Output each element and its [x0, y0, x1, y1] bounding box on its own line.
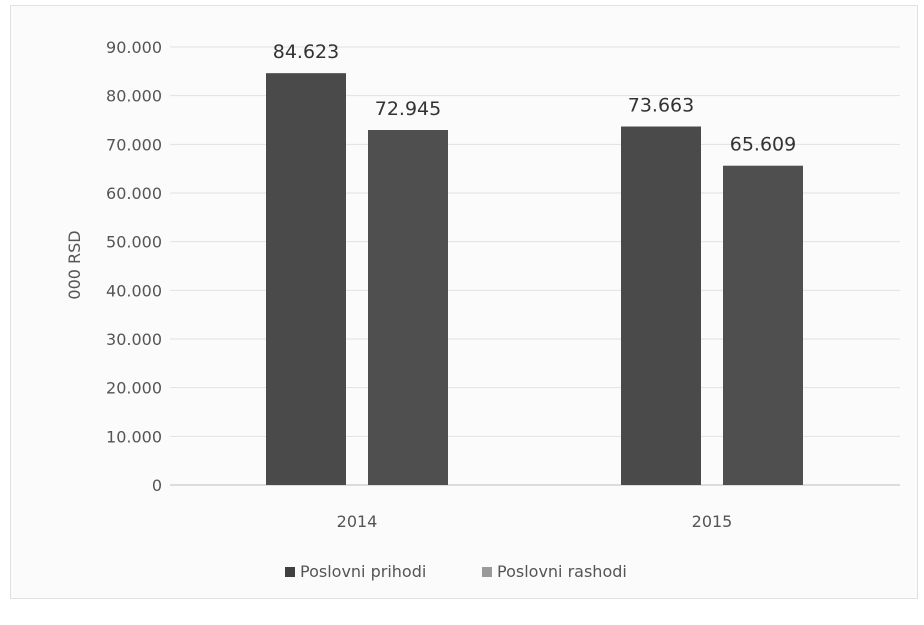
- y-tick-label: 30.000: [106, 330, 162, 349]
- y-tick-label: 80.000: [106, 87, 162, 106]
- data-label: 73.663: [628, 95, 694, 117]
- x-tick-label: 2014: [337, 512, 378, 531]
- y-tick-label: 50.000: [106, 233, 162, 252]
- data-label: 65.609: [730, 134, 796, 156]
- bar: [723, 165, 803, 485]
- y-tick-label: 0: [152, 476, 162, 495]
- y-tick-label: 40.000: [106, 281, 162, 300]
- y-tick-label: 10.000: [106, 427, 162, 446]
- legend-label: Poslovni prihodi: [300, 562, 426, 581]
- x-tick-label: 2015: [692, 512, 733, 531]
- y-tick-label: 70.000: [106, 135, 162, 154]
- y-axis-title: 000 RSD: [65, 230, 84, 299]
- y-tick-label: 60.000: [106, 184, 162, 203]
- y-tick-label: 90.000: [106, 38, 162, 57]
- bar: [621, 126, 701, 485]
- legend-swatch: [285, 567, 295, 577]
- bar: [266, 73, 346, 486]
- legend-swatch: [482, 567, 492, 577]
- data-label: 84.623: [273, 41, 339, 63]
- y-tick-label: 20.000: [106, 379, 162, 398]
- legend-label: Poslovni rashodi: [497, 562, 627, 581]
- bar: [368, 130, 448, 485]
- data-label: 72.945: [375, 98, 441, 120]
